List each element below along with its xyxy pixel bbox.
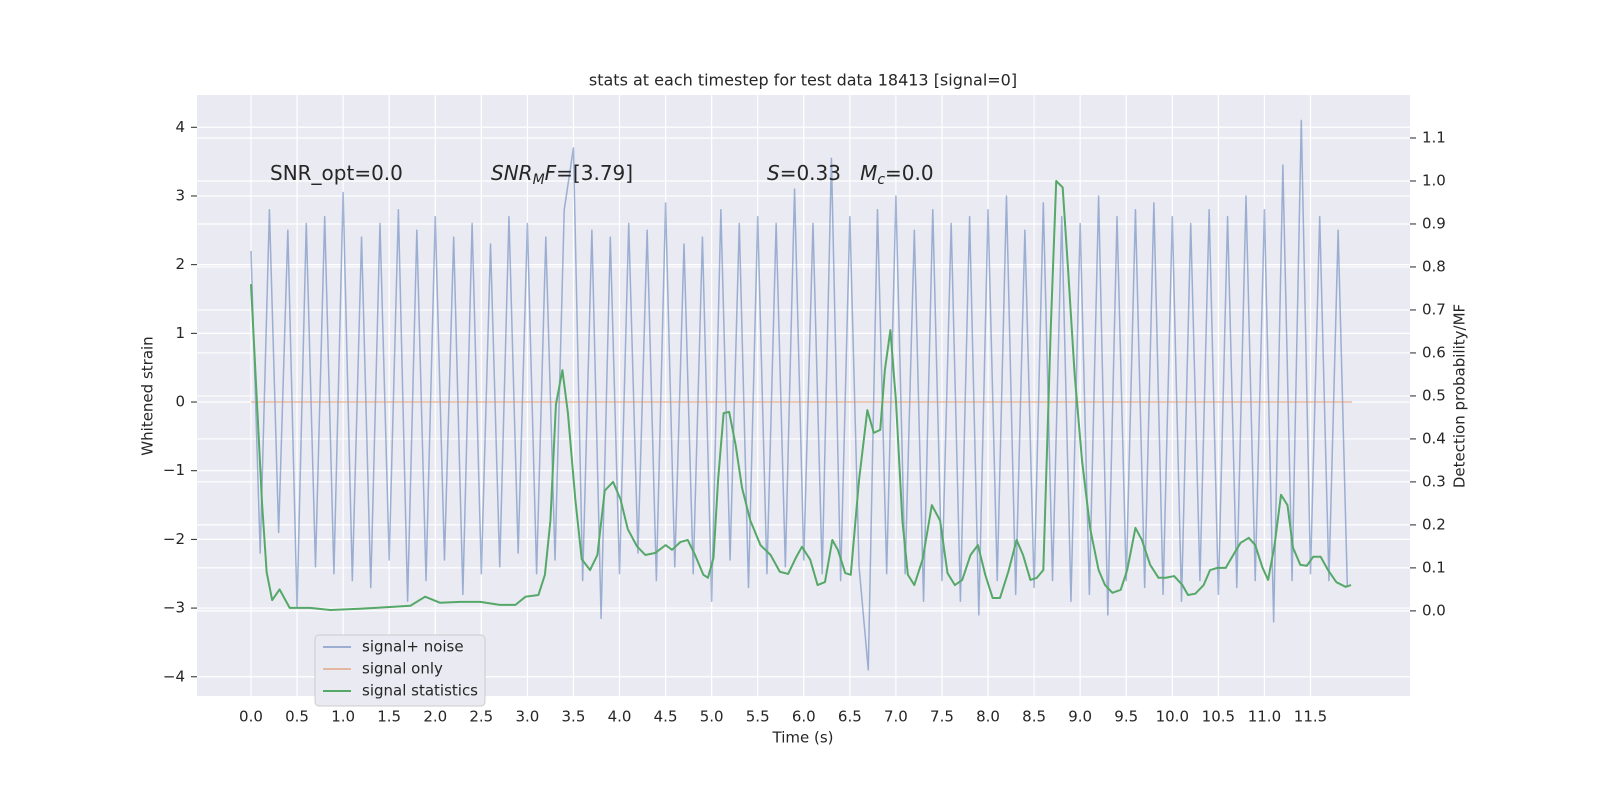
x-tick-label: 9.5 bbox=[1114, 708, 1138, 726]
x-tick-label: 8.0 bbox=[976, 708, 1000, 726]
annotation-part: c bbox=[877, 172, 885, 188]
legend-label: signal statistics bbox=[362, 682, 478, 700]
x-tick-label: 1.0 bbox=[331, 708, 355, 726]
annotation-part: =0.0 bbox=[885, 161, 934, 185]
y2-tick-label: 0.0 bbox=[1422, 601, 1446, 619]
y2-tick-label: 0.1 bbox=[1422, 558, 1446, 576]
y2-tick-label: 0.9 bbox=[1422, 214, 1446, 232]
annotation-part: F bbox=[545, 161, 557, 185]
x-tick-label: 10.5 bbox=[1202, 708, 1235, 726]
y-tick-label: 1 bbox=[175, 324, 185, 342]
x-tick-label: 4.5 bbox=[654, 708, 678, 726]
y2-tick-label: 1.1 bbox=[1422, 128, 1446, 146]
y-tick-label: −4 bbox=[163, 667, 185, 685]
chart-title: stats at each timestep for test data 184… bbox=[589, 71, 1017, 90]
y2-tick-label: 0.3 bbox=[1422, 472, 1446, 490]
marks bbox=[249, 119, 1352, 671]
annotation-part: =[3.79] bbox=[556, 161, 633, 185]
legend-box bbox=[314, 634, 486, 707]
x-tick-label: 5.0 bbox=[700, 708, 724, 726]
x-tick-label: 6.5 bbox=[838, 708, 862, 726]
y2-tick-label: 0.7 bbox=[1422, 300, 1446, 318]
x-tick-label: 2.5 bbox=[469, 708, 493, 726]
y2-tick-label: 0.4 bbox=[1422, 429, 1446, 447]
y-axis-label: Whitened strain bbox=[139, 336, 157, 455]
annotation: SNRMF=[3.79] bbox=[491, 161, 633, 189]
y-tick-label: 0 bbox=[175, 393, 185, 411]
x-tick-label: 3.0 bbox=[515, 708, 539, 726]
y2-tick-label: 0.6 bbox=[1422, 343, 1446, 361]
series-line bbox=[249, 179, 1352, 612]
x-tick-label: 11.5 bbox=[1294, 708, 1327, 726]
legend-label: signal+ noise bbox=[362, 638, 464, 656]
x-tick-label: 1.5 bbox=[377, 708, 401, 726]
annotation-part: SNR_opt=0.0 bbox=[270, 161, 403, 185]
x-axis-label: Time (s) bbox=[772, 729, 834, 747]
annotation: SNR_opt=0.0 bbox=[270, 161, 403, 185]
annotation-part: SNR bbox=[491, 161, 533, 185]
x-tick-label: 5.5 bbox=[746, 708, 770, 726]
y2-tick-label: 0.5 bbox=[1422, 386, 1446, 404]
y-tick-label: −2 bbox=[163, 530, 185, 548]
annotation: S=0.33 Mc=0.0 bbox=[767, 161, 934, 189]
x-tick-label: 9.0 bbox=[1068, 708, 1092, 726]
x-tick-label: 2.0 bbox=[423, 708, 447, 726]
x-tick-label: 0.0 bbox=[239, 708, 263, 726]
x-tick-label: 7.0 bbox=[884, 708, 908, 726]
series-line bbox=[250, 119, 1349, 671]
x-tick-label: 10.0 bbox=[1156, 708, 1189, 726]
y-tick-label: 2 bbox=[175, 255, 185, 273]
x-tick-label: 11.0 bbox=[1248, 708, 1281, 726]
x-tick-label: 8.5 bbox=[1022, 708, 1046, 726]
legend-label: signal only bbox=[362, 660, 443, 678]
labels: 0.0 0.5 1.0 1.5 2.0 2.5 3.0 3.5 4.0 4.5 5.0 5.5 6.0 6… bbox=[163, 118, 1446, 726]
annotation-part: M bbox=[533, 172, 545, 188]
x-tick-label: 4.0 bbox=[608, 708, 632, 726]
y2-tick-label: 0.2 bbox=[1422, 515, 1446, 533]
x-tick-label: 7.5 bbox=[930, 708, 954, 726]
x-tick-label: 6.0 bbox=[792, 708, 816, 726]
x-tick-label: 3.5 bbox=[562, 708, 586, 726]
annotation-part: S bbox=[767, 161, 780, 185]
y-tick-label: 4 bbox=[175, 118, 185, 136]
x-tick-label: 0.5 bbox=[285, 708, 309, 726]
annotation-part: M bbox=[860, 161, 877, 185]
y-tick-label: 3 bbox=[175, 186, 185, 204]
y2-axis-label: Detection probability/MF bbox=[1451, 304, 1469, 488]
y2-tick-label: 0.8 bbox=[1422, 257, 1446, 275]
annotation-part: =0.33 bbox=[780, 161, 860, 185]
y2-tick-label: 1.0 bbox=[1422, 171, 1446, 189]
y-tick-label: −3 bbox=[163, 599, 185, 617]
y-tick-label: −1 bbox=[163, 461, 185, 479]
